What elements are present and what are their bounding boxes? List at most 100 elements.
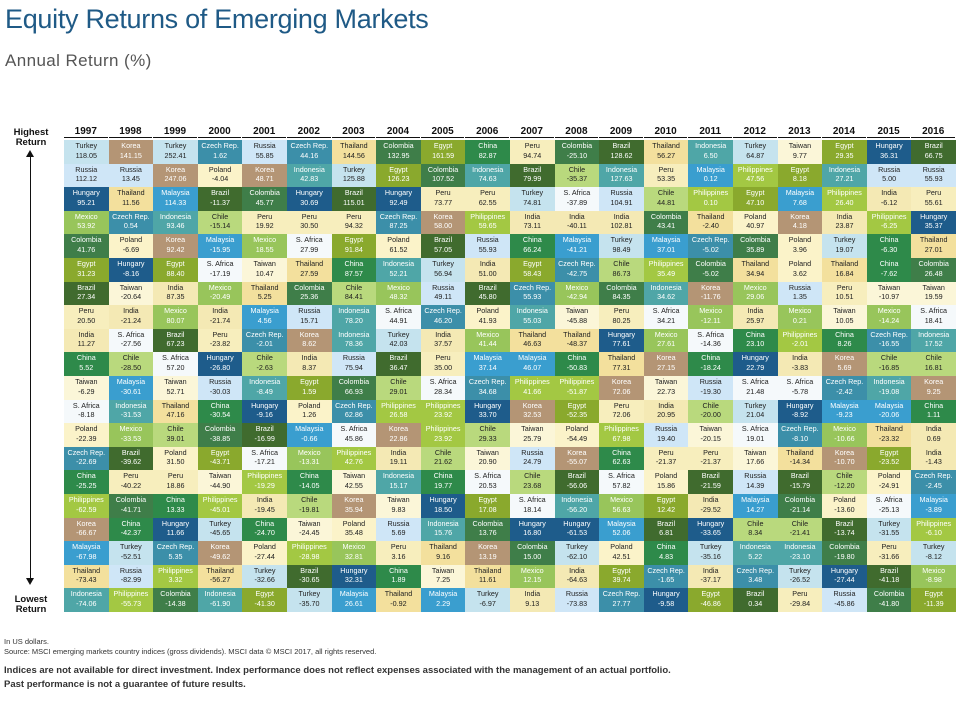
cell-return-value: -6.30 (880, 244, 898, 254)
cell-country: Czech Rep. (914, 471, 953, 481)
cell-country: Poland (208, 164, 232, 174)
return-cell: Indonesia 78.36 (331, 328, 377, 353)
cell-country: Peru (613, 306, 630, 316)
cell-return-value: -28.50 (120, 362, 142, 372)
return-cell: Thailand -14.34 (777, 446, 823, 471)
cell-country: Colombia (918, 259, 949, 268)
cell-country: Malaysia (607, 518, 636, 528)
cell-country: Malaysia (518, 353, 547, 363)
return-cell: Poland 41.93 (465, 305, 510, 329)
cell-country: China (433, 471, 453, 481)
return-cell: Korea 5.69 (822, 352, 867, 376)
cell-return-value: -52.35 (566, 410, 588, 420)
cell-return-value: 56.94 (434, 268, 453, 278)
return-cell: Mexico -8.98 (911, 564, 956, 589)
return-cell: Thailand -23.32 (866, 423, 912, 447)
cell-return-value: 57.05 (434, 244, 453, 254)
cell-country: Philippines (782, 329, 818, 339)
cell-return-value: -3.89 (925, 504, 942, 514)
cell-country: India (747, 306, 764, 316)
cell-return-value: 52.71 (166, 386, 185, 396)
return-cell: Colombia 43.41 (643, 210, 689, 235)
return-cell: Taiwan 10.05 (822, 305, 867, 329)
cell-return-value: 27.01 (924, 244, 943, 254)
cell-return-value: 4.83 (659, 551, 674, 561)
cell-return-value: 98.49 (612, 244, 631, 254)
return-cell: Peru 19.92 (242, 210, 287, 235)
cell-return-value: -21.14 (789, 504, 811, 514)
cell-country: Colombia (517, 542, 548, 552)
return-cell: Peru 72.06 (599, 399, 644, 424)
cell-return-value: -20.00 (700, 410, 721, 420)
return-cell: Brazil -56.06 (554, 470, 600, 494)
cell-country: Egypt (433, 141, 453, 150)
cell-return-value: 66.75 (924, 150, 943, 160)
cell-country: Brazil (121, 447, 140, 457)
cell-country: Egypt (523, 259, 542, 268)
cell-return-value: -61.53 (566, 528, 588, 538)
cell-country: Malaysia (473, 353, 502, 363)
cell-country: Korea (567, 447, 587, 457)
cell-country: Mexico (476, 329, 500, 339)
return-cell: Chile 16.81 (911, 352, 956, 376)
cell-return-value: -6.12 (880, 197, 898, 207)
cell-country: Chile (479, 424, 496, 434)
cell-country: Thailand (384, 589, 413, 599)
return-cell: China 87.57 (331, 258, 377, 282)
cell-country: Malaysia (428, 589, 458, 599)
cell-return-value: 46.20 (434, 315, 453, 325)
cell-return-value: -73.83 (566, 598, 588, 608)
cell-return-value: -50.83 (566, 362, 588, 372)
cell-country: S. Africa (385, 306, 412, 316)
return-cell: India -64.63 (554, 564, 600, 589)
cell-country: Turkey (610, 235, 633, 245)
return-cell: S. Africa 57.20 (153, 352, 198, 376)
cell-country: Philippines (470, 211, 506, 221)
return-cell: Indonesia 5.22 (733, 541, 778, 565)
cell-return-value: -24.45 (299, 528, 320, 538)
cell-return-value: 247.06 (164, 174, 187, 184)
return-cell: Philippines -19.29 (242, 470, 287, 494)
return-cell: Korea 58.00 (420, 210, 466, 235)
cell-return-value: 55.93 (924, 174, 943, 184)
cell-country: Peru (257, 211, 273, 221)
return-cell: Malaysia -30.61 (108, 376, 154, 400)
return-cell: Korea -11.76 (688, 281, 733, 306)
return-cell: India 8.37 (287, 352, 332, 376)
cell-country: Malaysia (205, 235, 235, 245)
cell-country: Turkey (744, 141, 767, 150)
return-cell: Mexico -42.94 (554, 281, 600, 306)
cell-return-value: 42.76 (344, 457, 363, 467)
footnote-currency: In US dollars. (4, 637, 50, 646)
cell-return-value: 27.59 (300, 268, 319, 278)
cell-return-value: 66.93 (344, 386, 363, 396)
return-cell: Colombia -41.80 (866, 588, 912, 612)
return-cell: Indonesia 27.21 (822, 163, 867, 188)
cell-country: Indonesia (338, 306, 370, 316)
cell-country: Taiwan (164, 377, 187, 386)
return-cell: Chile -20.00 (688, 399, 733, 424)
return-cell: Malaysia -0.66 (287, 423, 332, 447)
return-cell: India -19.45 (242, 494, 287, 518)
cell-country: India (925, 424, 942, 434)
cell-country: Taiwan (744, 447, 767, 457)
return-cell: Russia 15.71 (287, 305, 332, 329)
cell-return-value: -27.44 (254, 551, 275, 561)
cell-country: Russia (298, 306, 321, 316)
return-cell: Malaysia -67.98 (64, 541, 109, 565)
cell-return-value: 127.63 (610, 174, 633, 184)
return-cell: India 9.13 (510, 588, 555, 612)
cell-return-value: 27.15 (657, 362, 676, 372)
cell-country: India (435, 329, 451, 339)
return-cell: Indonesia 52.21 (376, 258, 421, 282)
return-cell: China 62.63 (599, 446, 644, 471)
cell-return-value: -41.71 (120, 504, 142, 514)
return-cell: Mexico 56.63 (599, 494, 644, 518)
cell-return-value: 73.11 (523, 221, 542, 231)
cell-return-value: 126.23 (387, 174, 410, 184)
cell-return-value: -0.66 (301, 433, 318, 443)
return-cell: Malaysia 7.68 (777, 187, 823, 211)
cell-country: Hungary (652, 589, 680, 599)
cell-country: Malaysia (339, 589, 369, 599)
cell-return-value: -5.78 (791, 386, 809, 396)
